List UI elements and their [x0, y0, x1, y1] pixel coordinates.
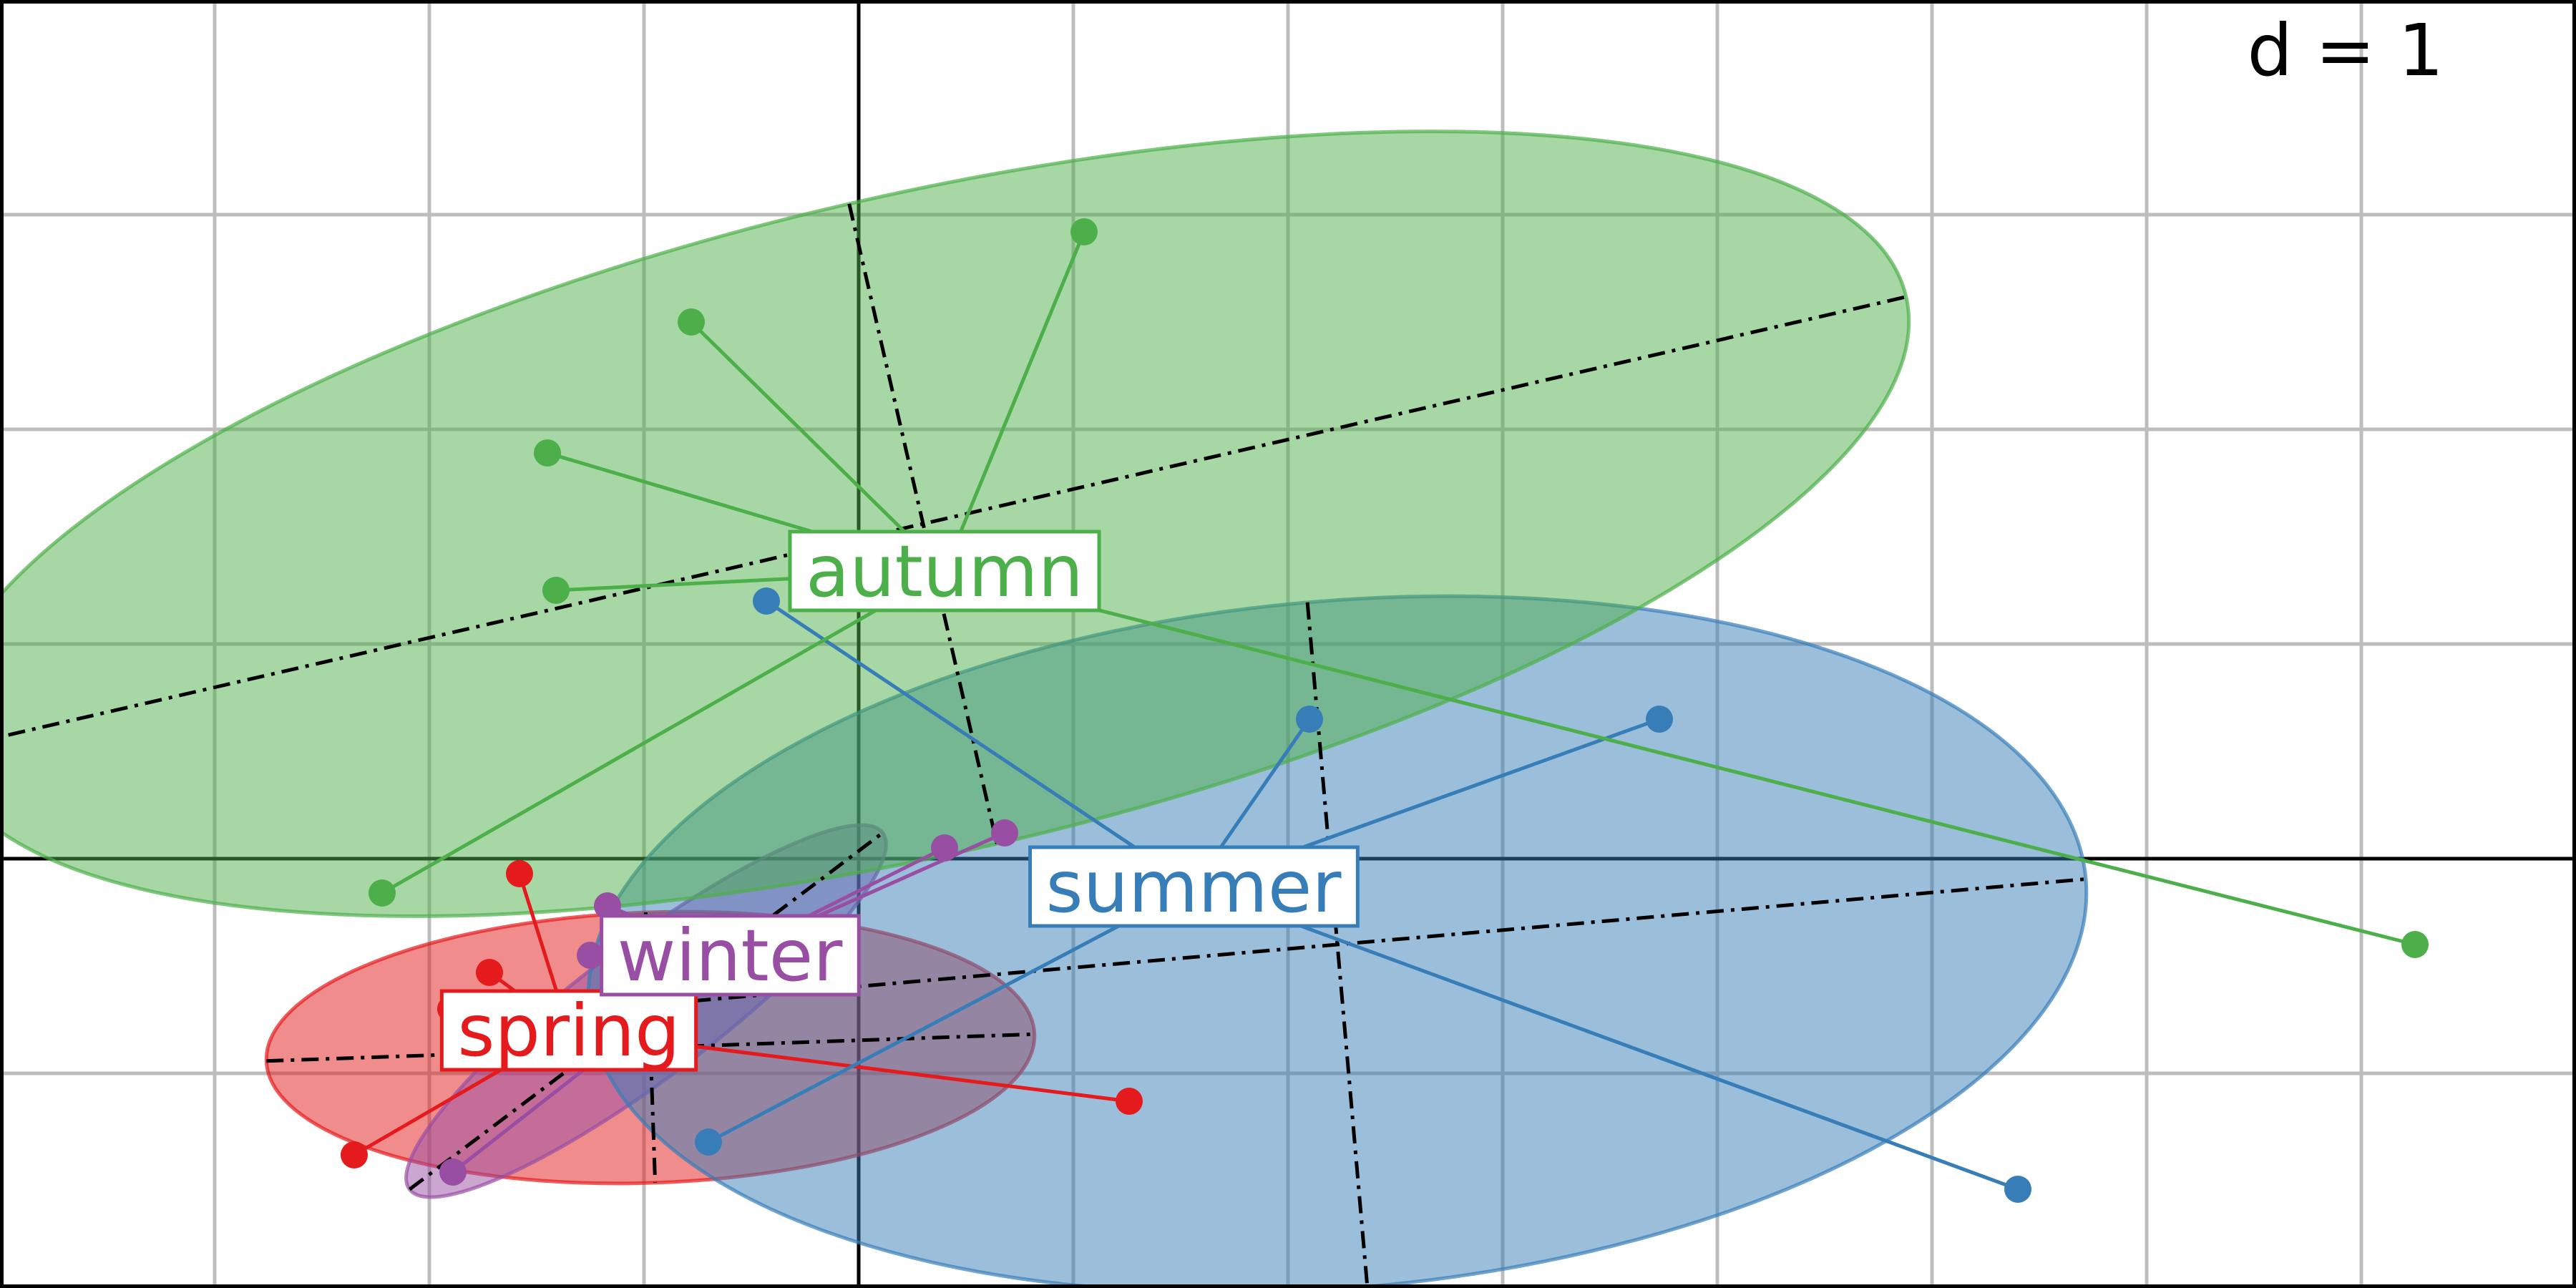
group-label-box-summer	[1028, 845, 1360, 928]
group-label-summer: summer	[1028, 845, 1360, 929]
data-point-spring	[476, 959, 503, 986]
group-label-text-autumn: autumn	[806, 530, 1083, 613]
data-point-summer	[753, 587, 780, 615]
star-line-summer	[765, 599, 1195, 889]
data-point-autumn	[542, 577, 570, 604]
data-point-winter	[991, 819, 1018, 847]
group-label-box-spring	[439, 989, 698, 1072]
data-point-summer	[1296, 706, 1323, 733]
data-point-winter	[594, 892, 621, 919]
data-point-winter	[931, 834, 958, 862]
data-point-autumn	[1070, 218, 1098, 245]
group-label-spring: spring	[439, 989, 698, 1073]
data-point-winter	[439, 1158, 467, 1186]
data-point-winter	[577, 942, 604, 969]
star-line-summer	[707, 884, 1195, 1144]
data-point-autumn	[2401, 931, 2429, 958]
ellipses	[0, 130, 2089, 1288]
data-point-autumn	[678, 308, 705, 336]
star-line-autumn	[690, 321, 946, 572]
group-label-box-autumn	[788, 530, 1101, 613]
ellipse-minor-axis-autumn	[847, 203, 999, 844]
star-line-summer	[1193, 884, 2019, 1191]
data-point-spring	[1116, 1088, 1143, 1115]
star-line-autumn	[381, 569, 946, 895]
data-point-summer	[695, 1128, 722, 1156]
group-label-text-spring: spring	[457, 989, 680, 1073]
data-point-spring	[506, 860, 533, 887]
group-label-text-winter: winter	[618, 914, 844, 997]
group-label-winter: winter	[600, 914, 861, 997]
group-label-text-summer: summer	[1046, 845, 1342, 929]
data-point-summer	[1646, 706, 1673, 733]
grid-scale-label: d = 1	[2248, 9, 2444, 92]
group-label-box-winter	[600, 914, 861, 997]
star-line-autumn	[942, 231, 1086, 572]
data-point-autumn	[369, 879, 396, 907]
data-point-autumn	[534, 439, 561, 467]
star-line-autumn	[944, 569, 2416, 947]
data-point-spring	[341, 1141, 368, 1169]
data-point-summer	[2004, 1176, 2031, 1203]
group-label-autumn: autumn	[788, 530, 1101, 613]
